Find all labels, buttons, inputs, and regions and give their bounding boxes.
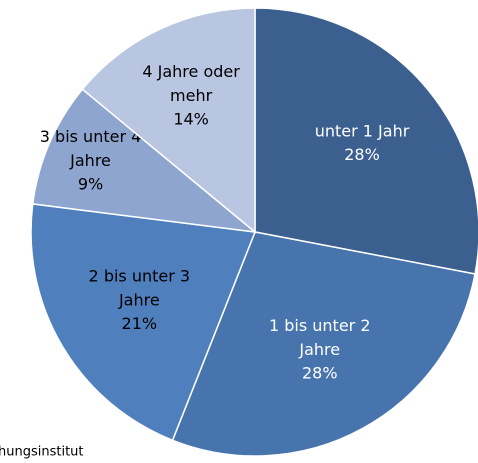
value-label: 9% (78, 174, 103, 193)
label-line: 2 bis unter 3 (89, 266, 191, 285)
value-label: 21% (122, 314, 158, 333)
label-line: 3 bis unter 4 (40, 126, 142, 145)
label-line: Jahre (118, 290, 160, 309)
label-line: 4 Jahre oder (142, 62, 240, 81)
slice-label: unter 1 Jahr (315, 121, 410, 140)
value-label: 28% (344, 145, 380, 164)
label-line: mehr (170, 86, 213, 105)
slice-label: 1 bis unter 2 Jahre (269, 315, 371, 358)
pie-slice (30, 203, 257, 442)
slice-label: 3 bis unter 4 Jahre (40, 126, 142, 169)
label-line: Jahre (298, 339, 340, 358)
pie-slice (171, 231, 476, 457)
label-line: unter 1 Jahr (315, 121, 410, 140)
slice-label: 4 Jahre oder mehr (142, 62, 240, 105)
slice-label: 2 bis unter 3 Jahre (89, 266, 191, 309)
pie-slice (254, 7, 478, 275)
value-label: 28% (302, 363, 338, 382)
pie-slice (31, 88, 258, 234)
source: hungsinstitut (0, 445, 84, 460)
label-line: 1 bis unter 2 (269, 315, 371, 334)
pie-slice (81, 7, 256, 234)
value-label: 14% (173, 110, 209, 129)
label-line: Jahre (69, 150, 111, 169)
